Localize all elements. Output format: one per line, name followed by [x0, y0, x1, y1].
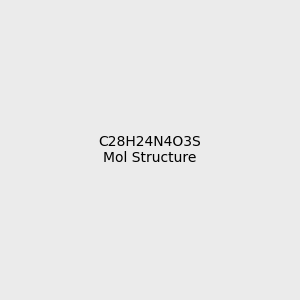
- Text: C28H24N4O3S
Mol Structure: C28H24N4O3S Mol Structure: [99, 135, 201, 165]
